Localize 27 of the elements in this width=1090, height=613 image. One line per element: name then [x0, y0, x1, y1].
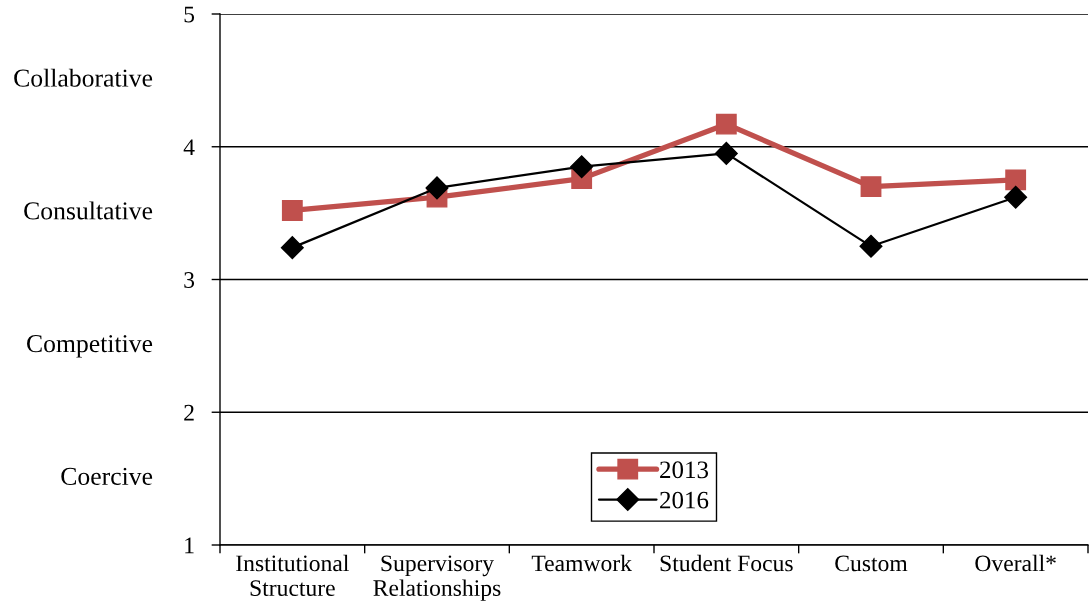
point: [715, 113, 737, 135]
y-tick-label: 1: [185, 537, 194, 554]
point: [570, 155, 594, 179]
point: [860, 176, 882, 197]
point: [714, 141, 738, 165]
legend-label: 2013: [660, 461, 709, 479]
point: [425, 176, 449, 200]
x-tick-label: Overall*: [975, 554, 1056, 572]
x-tick-label: Custom: [835, 555, 908, 572]
x-tick-label: Supervisory Relationships: [373, 555, 501, 601]
legend-label: 2016: [660, 491, 709, 509]
point: [859, 234, 883, 258]
y-tick-label: 5: [184, 6, 195, 23]
y-tick-label: 3: [184, 272, 195, 288]
point: [1005, 169, 1027, 191]
text: Consultative: [24, 201, 153, 220]
text: Coercive: [61, 467, 153, 486]
y-tick-label: 4: [183, 139, 195, 155]
y-tick-label: 2: [184, 404, 194, 421]
text: Collaborative: [14, 68, 153, 87]
point: [1004, 185, 1028, 209]
point: [280, 236, 304, 260]
x-tick-label: Teamwork: [531, 554, 632, 572]
x-tick-label: Student Focus: [660, 554, 793, 572]
text: Competitive: [27, 335, 153, 358]
x-tick-label: Institutional Structure: [236, 554, 349, 597]
point: [281, 200, 303, 221]
